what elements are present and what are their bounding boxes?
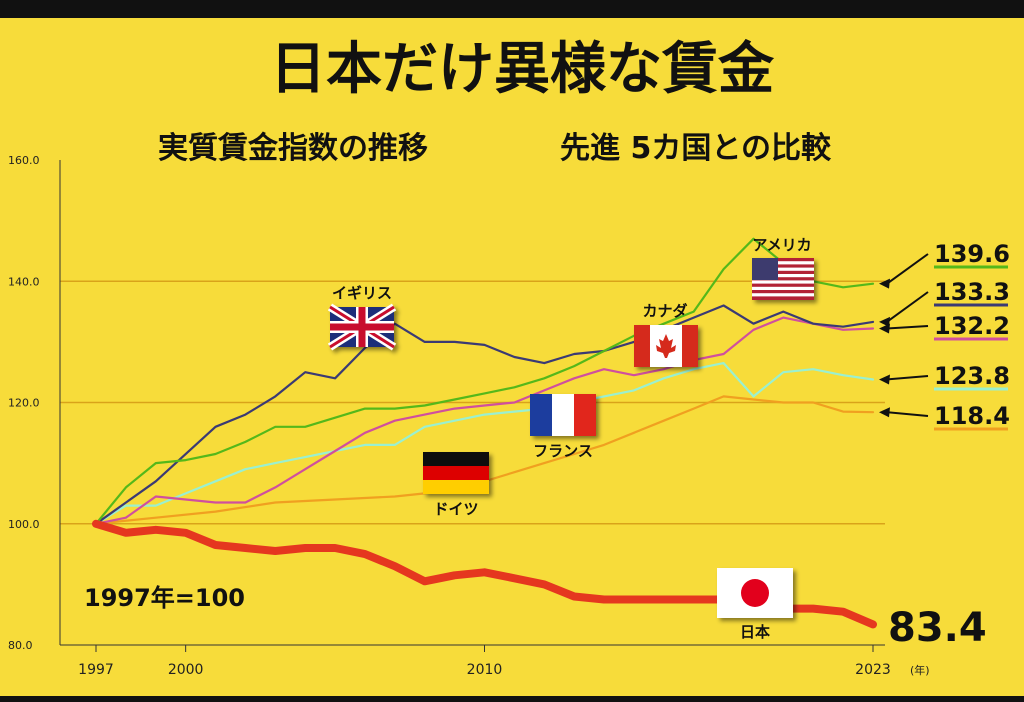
chart-title: 日本だけ異様な賃金 [270,37,775,102]
end-value-3: 123.8 [934,362,1010,390]
series-line-4 [94,395,875,525]
end-value-4: 118.4 [934,402,1010,430]
end-arrowhead [879,374,890,385]
flag-label-germany: ドイツ [433,500,478,518]
base-note: 1997年=100 [84,584,245,612]
y-tick-label: 80.0 [8,639,33,652]
y-tick-label: 160.0 [8,154,40,167]
flag-label-uk: イギリス [332,284,392,302]
flag-label-france: フランス [533,442,593,460]
grid-lines [60,280,885,525]
series-line-0 [94,304,875,525]
japan-flag-icon [717,568,793,618]
uk-flag-icon [327,303,397,351]
france-flag-icon [530,394,596,436]
x-axis-unit: (年) [910,663,930,677]
us-flag-icon [752,258,814,300]
end-arrow [886,411,929,417]
end-arrow [886,375,929,381]
y-tick-label: 100.0 [8,518,40,531]
chart-subtitle-compare: 先進 5カ国との比較 [560,131,832,166]
end-value-japan: 83.4 [888,605,987,651]
germany-flag-icon [423,452,489,494]
series-line-3 [94,362,875,525]
x-axis-ticks: 1997 2000 2010 2023 [78,645,891,678]
end-value-labels: 133.3 139.6 132.2 123.8 118.4 83.4 [879,240,1010,651]
series-line-2 [94,316,875,525]
flag-label-us: アメリカ [752,236,811,254]
end-arrowhead [879,323,890,334]
y-tick-label: 140.0 [8,275,40,288]
canada-flag-icon [634,325,698,367]
chart-subtitle: 実質賃金指数の推移 [158,131,428,166]
end-arrow [886,291,929,323]
flag-label-japan: 日本 [740,623,770,641]
flag-label-canada: カナダ [642,302,687,320]
y-tick-label: 120.0 [8,397,40,410]
end-arrow [886,253,929,285]
y-axis-ticks: 80.0 100.0 120.0 140.0 160.0 [8,154,40,652]
end-arrowhead [879,316,890,327]
x-tick-label: 2000 [168,662,204,678]
x-tick-label: 2023 [855,662,891,678]
end-arrowhead [879,278,890,289]
end-value-0: 133.3 [934,278,1010,306]
x-tick-label: 1997 [78,662,114,678]
end-arrowhead [879,407,890,418]
end-arrow [886,325,929,330]
series-line-1 [94,237,875,525]
end-value-2: 132.2 [934,312,1010,340]
end-value-1: 139.6 [934,240,1010,268]
x-tick-label: 2010 [467,662,503,678]
